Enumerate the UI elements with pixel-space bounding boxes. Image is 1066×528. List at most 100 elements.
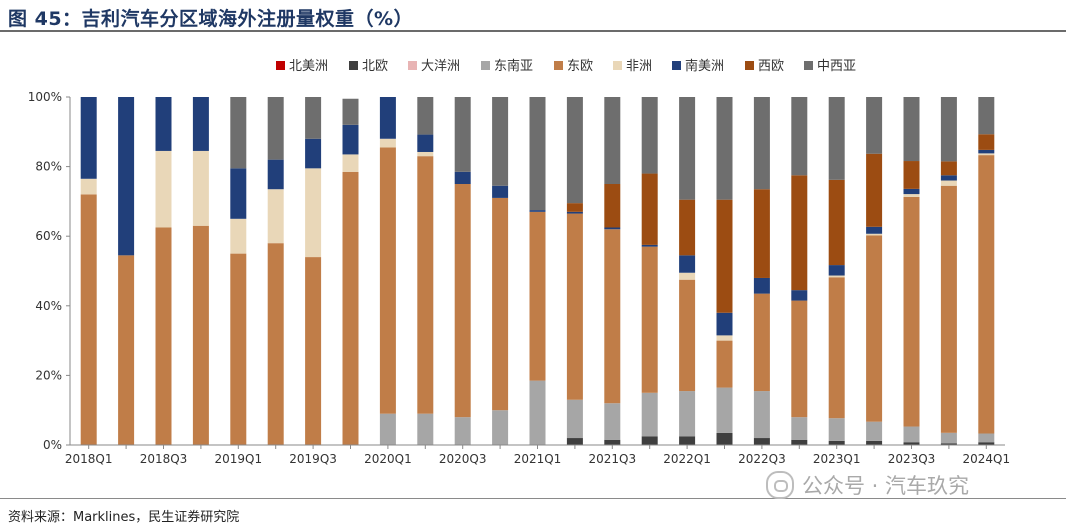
legend-label: 大洋洲 <box>421 59 460 74</box>
bar-segment <box>192 225 209 445</box>
legend-swatch <box>276 61 285 70</box>
bar-segment <box>192 150 209 226</box>
bar-segment <box>342 124 359 155</box>
y-tick-label: 20% <box>35 368 62 382</box>
bar-segment <box>192 97 209 151</box>
x-tick-label: 2023Q1 <box>813 452 861 466</box>
bar-segment <box>379 147 396 414</box>
bar-segment <box>716 387 733 433</box>
bar-segment <box>492 185 509 198</box>
legend-swatch <box>408 61 417 70</box>
bar-segment <box>716 335 733 341</box>
x-tick-label: 2020Q3 <box>439 452 487 466</box>
bar-segment <box>379 138 396 148</box>
bar-segment <box>267 189 284 244</box>
y-axis: 0% 20% 40% 60% 80% 100% <box>28 90 71 452</box>
bar-segment <box>791 290 808 301</box>
title-divider <box>0 30 1066 32</box>
bar-segment <box>379 97 396 139</box>
legend: 北美洲 北欧 大洋洲 东南亚 东欧 非洲 南美洲 西欧 中西亚 <box>276 58 856 74</box>
legend-label: 南美洲 <box>685 58 724 74</box>
bar-segment <box>828 418 845 441</box>
x-tick-label: 2018Q1 <box>65 452 113 466</box>
bar-segment <box>828 440 845 445</box>
bar-segment <box>566 438 583 445</box>
footer-divider <box>0 498 1066 499</box>
bar-segment <box>753 391 770 439</box>
bar-segment <box>903 196 920 427</box>
bar-segment <box>604 229 621 404</box>
legend-swatch <box>672 61 681 70</box>
bars <box>80 97 995 445</box>
bar-segment <box>716 340 733 388</box>
bar-segment <box>492 410 509 445</box>
bar-segment <box>566 211 583 214</box>
bar-segment <box>940 432 957 444</box>
legend-label: 非洲 <box>626 59 652 74</box>
bar-segment <box>604 184 621 228</box>
legend-swatch <box>554 61 563 70</box>
y-tick-label: 40% <box>35 299 62 313</box>
bar-segment <box>940 175 957 181</box>
bar-segment <box>80 97 97 179</box>
bar-segment <box>679 279 696 392</box>
bar-segment <box>903 188 920 195</box>
bar-segment <box>454 184 471 418</box>
legend-swatch <box>481 61 490 70</box>
x-tick-label: 2023Q3 <box>888 452 936 466</box>
bar-segment <box>230 253 247 445</box>
bar-segment <box>978 153 995 156</box>
bar-segment <box>940 161 957 176</box>
x-tick-label: 2021Q3 <box>588 452 636 466</box>
bar-segment <box>342 171 359 445</box>
bar-segment <box>791 300 808 418</box>
watermark-text: 公众号 · 汽车玖究 <box>802 474 970 498</box>
x-tick-label: 2019Q1 <box>214 452 262 466</box>
bar-segment <box>753 97 770 190</box>
legend-swatch <box>613 61 622 70</box>
bar-segment <box>679 436 696 445</box>
x-tick-label: 2021Q1 <box>514 452 562 466</box>
bar-segment <box>604 439 621 445</box>
bar-segment <box>604 227 621 230</box>
bar-segment <box>903 97 920 162</box>
bar-segment <box>342 154 359 172</box>
bar-segment <box>828 265 845 276</box>
bar-segment <box>604 97 621 184</box>
bar-segment <box>155 227 172 445</box>
bar-segment <box>118 255 135 445</box>
bar-segment <box>230 168 247 219</box>
bar-segment <box>978 97 995 135</box>
bar-segment <box>604 403 621 440</box>
bar-segment <box>230 218 247 254</box>
bar-segment <box>903 161 920 189</box>
bar-segment <box>903 442 920 445</box>
bar-segment <box>305 138 322 169</box>
bar-segment <box>679 97 696 200</box>
bar-segment <box>529 380 546 445</box>
legend-swatch <box>804 61 813 70</box>
x-axis: 2018Q1 2018Q3 2019Q1 2019Q3 2020Q1 2020Q3 2021… <box>65 444 1010 466</box>
bar-segment <box>641 97 658 174</box>
bar-segment <box>828 97 845 180</box>
bar-segment <box>866 153 883 227</box>
bar-segment <box>417 156 434 414</box>
bar-segment <box>940 180 957 186</box>
bar-segment <box>80 194 97 445</box>
bar-segment <box>305 168 322 258</box>
legend-label: 东南亚 <box>494 58 533 74</box>
bar-segment <box>454 417 471 445</box>
bar-segment <box>716 432 733 445</box>
bar-segment <box>866 235 883 422</box>
bar-segment <box>80 178 97 195</box>
bar-segment <box>417 134 434 152</box>
bar-segment <box>305 257 322 445</box>
bar-segment <box>454 171 471 184</box>
bar-segment <box>492 97 509 186</box>
y-tick-label: 60% <box>35 229 62 243</box>
bar-segment <box>417 413 434 445</box>
bar-segment <box>978 433 995 443</box>
bar-segment <box>641 392 658 437</box>
bar-segment <box>641 246 658 393</box>
x-tick-label: 2024Q1 <box>962 452 1010 466</box>
